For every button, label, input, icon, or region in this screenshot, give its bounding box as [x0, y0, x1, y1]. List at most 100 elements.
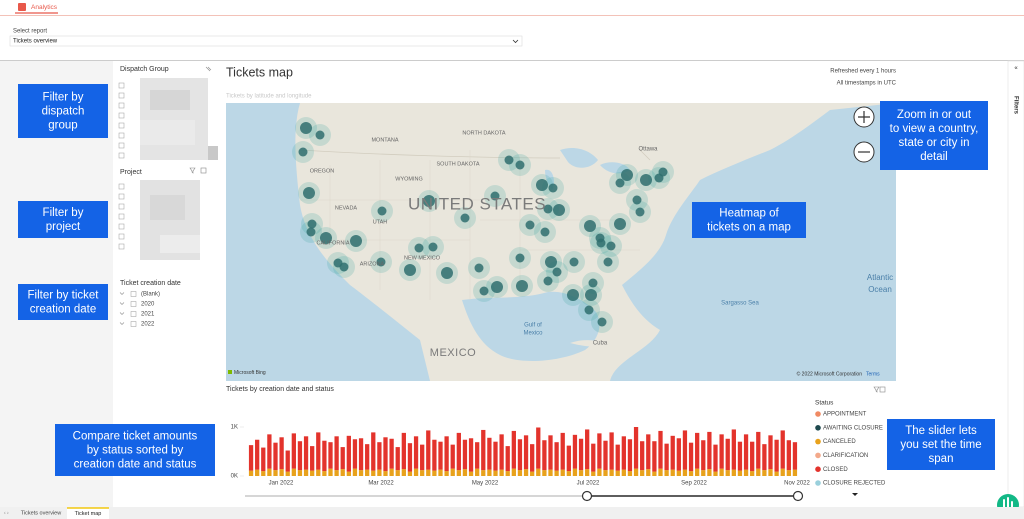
checkbox[interactable] — [130, 291, 137, 297]
terms-link[interactable]: Terms — [866, 371, 880, 377]
heat-spot — [569, 257, 579, 267]
bar-segment — [609, 432, 614, 470]
analytics-tab[interactable]: Analytics — [31, 4, 58, 11]
bar-segment — [413, 436, 419, 469]
legend-title: Status — [815, 400, 834, 407]
bar-segment — [774, 439, 779, 472]
heat-spot — [632, 195, 642, 205]
zoom-controls[interactable] — [853, 106, 875, 163]
checkbox[interactable] — [118, 92, 125, 99]
heat-spot — [614, 218, 626, 230]
map[interactable] — [226, 103, 896, 381]
callout-text: tickets on a map — [707, 222, 791, 234]
checkbox[interactable] — [118, 203, 125, 210]
legend-more[interactable] — [852, 493, 858, 496]
expand-chevron — [119, 302, 125, 305]
bar-segment — [248, 445, 254, 471]
checkbox[interactable] — [118, 193, 125, 200]
report-dropdown[interactable] — [9, 35, 523, 47]
legend-label[interactable]: CANCELED — [823, 439, 856, 445]
checkbox[interactable] — [118, 233, 125, 240]
checkbox[interactable] — [118, 112, 125, 119]
callout-text: creation date and status — [74, 459, 197, 471]
checkbox[interactable] — [118, 243, 125, 250]
checkbox[interactable] — [118, 132, 125, 139]
callout-text: Compare ticket amounts — [73, 431, 198, 443]
checkbox[interactable] — [118, 142, 125, 149]
bar-segment — [737, 441, 743, 471]
bar-segment — [432, 470, 437, 476]
bar-segment — [511, 430, 516, 469]
heat-spot — [640, 174, 652, 186]
bar-segment — [792, 469, 798, 476]
checkbox[interactable] — [118, 213, 125, 220]
bar-segment — [358, 438, 364, 471]
page-tab[interactable] — [16, 508, 66, 518]
bar-segment — [285, 450, 290, 472]
checkbox[interactable] — [130, 301, 137, 307]
legend-swatch — [815, 411, 821, 417]
bar-segment — [297, 441, 303, 471]
bar-segment — [517, 439, 523, 471]
bar-segment — [389, 468, 394, 476]
bar-segment — [633, 427, 639, 469]
bar-segment — [456, 470, 461, 476]
bar-segment — [438, 441, 443, 470]
checkbox[interactable] — [118, 102, 125, 109]
legend-label[interactable]: CLOSURE REJECTED — [823, 481, 886, 487]
filters-pane[interactable] — [1007, 60, 1024, 508]
bar-segment — [688, 471, 694, 476]
bar-segment — [688, 442, 694, 472]
heat-spot — [404, 264, 416, 276]
bar-segment — [695, 432, 700, 469]
collapse-icon[interactable]: « — [1014, 66, 1018, 72]
bar-segment — [756, 431, 761, 469]
heat-spot — [543, 204, 553, 214]
legend-label[interactable]: APPOINTMENT — [823, 412, 867, 418]
heat-spot — [621, 169, 633, 181]
checkbox[interactable] — [118, 183, 125, 190]
bar-segment — [481, 470, 486, 476]
x-tick-label: Jan 2022 — [269, 481, 294, 487]
checkbox[interactable] — [130, 321, 137, 327]
heat-spot — [545, 256, 557, 268]
bar-segment — [615, 470, 620, 476]
time-slider[interactable] — [245, 490, 804, 502]
callout-text: state or city in — [899, 137, 970, 149]
checkbox[interactable] — [118, 223, 125, 230]
legend-label[interactable]: AWAITING CLOSURE — [823, 425, 883, 431]
legend-label[interactable]: CLARIFICATION — [823, 453, 868, 459]
bar-segment — [585, 429, 590, 470]
callout-text: Filter by — [43, 92, 84, 104]
bar-segment — [322, 440, 327, 472]
bar-segment — [615, 444, 620, 471]
expand-chevron — [119, 312, 125, 315]
tab-nav[interactable]: ‹ › — [4, 510, 9, 516]
bar-segment — [450, 444, 455, 469]
bar-segment — [371, 470, 376, 476]
page-tab-label: Ticket map — [75, 511, 102, 517]
bar-segment — [536, 468, 541, 476]
callout-text: you set the time — [900, 439, 981, 451]
checkbox[interactable] — [118, 122, 125, 129]
page-tab-active[interactable] — [67, 508, 109, 519]
heat-spot — [491, 281, 503, 293]
checkbox[interactable] — [118, 82, 125, 89]
bar-segment — [652, 471, 657, 476]
x-tick-label: Sep 2022 — [681, 481, 707, 487]
heat-spot — [414, 243, 424, 253]
bar-segment — [542, 470, 547, 476]
map-subtitle: Tickets by latitude and longitude — [226, 94, 312, 100]
heatmap — [292, 117, 674, 333]
checkbox[interactable] — [118, 152, 125, 159]
bar-segment — [627, 439, 633, 472]
legend-label[interactable]: CLOSED — [823, 467, 848, 473]
bar-segment — [413, 468, 419, 476]
bar-segment — [358, 470, 364, 476]
bar-segment — [713, 471, 718, 476]
callout-box — [18, 84, 108, 138]
x-tick-label: Nov 2022 — [784, 481, 810, 487]
checkbox[interactable] — [130, 311, 137, 317]
bar-segment — [664, 443, 669, 471]
